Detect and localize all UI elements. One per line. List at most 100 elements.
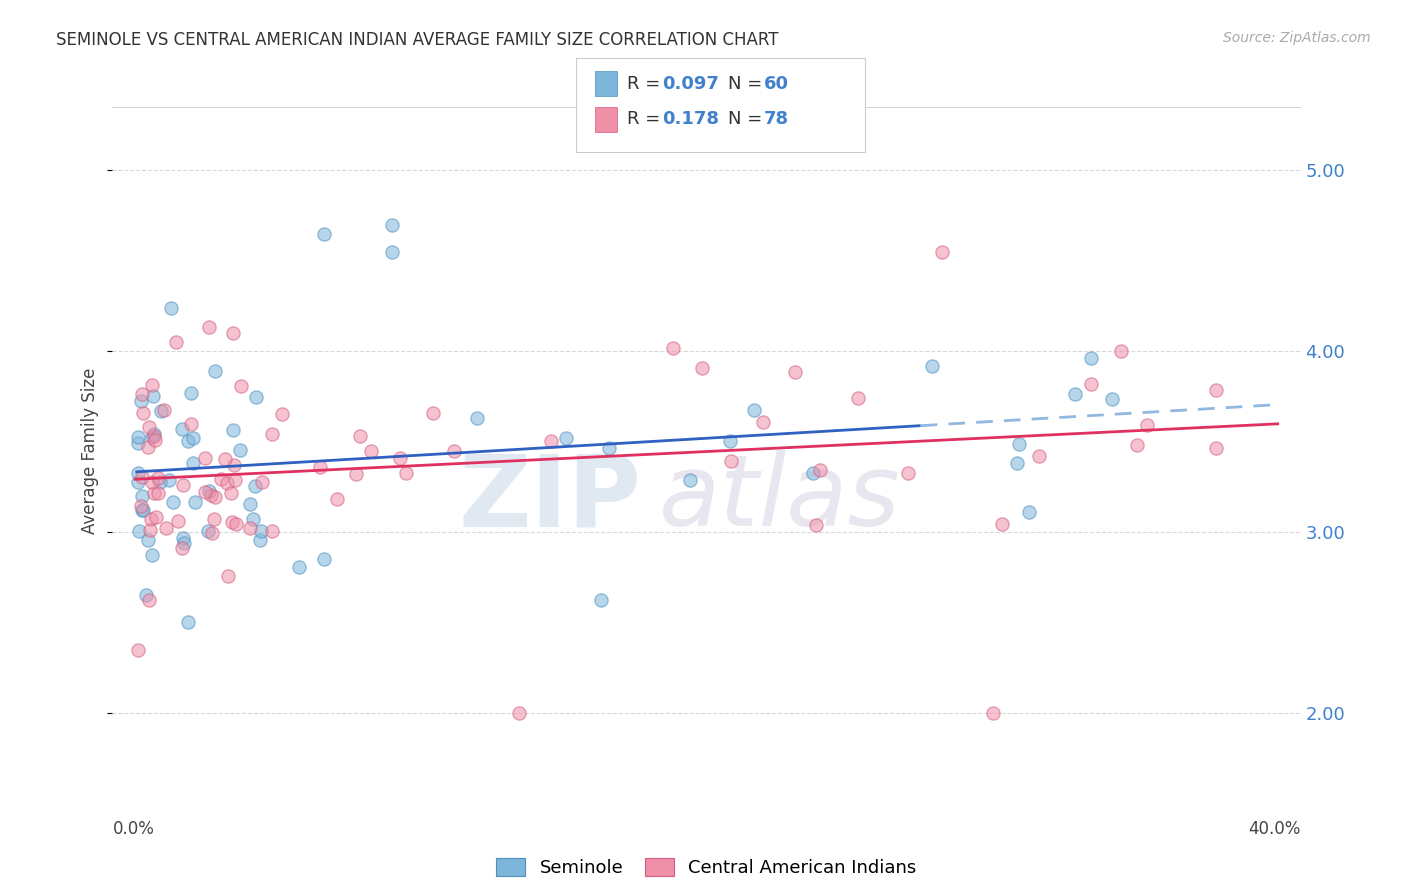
Point <box>718 434 741 448</box>
Point <box>231 378 253 392</box>
Point <box>177 615 200 630</box>
Point <box>224 473 246 487</box>
Point <box>1205 383 1227 397</box>
Point <box>221 516 243 530</box>
Point <box>131 503 153 517</box>
Point <box>690 360 713 375</box>
Text: 60: 60 <box>763 75 789 93</box>
Point <box>1063 387 1085 401</box>
Point <box>184 495 207 509</box>
Point <box>252 475 274 489</box>
Point <box>141 377 163 392</box>
Point <box>808 462 831 476</box>
Text: 0.178: 0.178 <box>662 111 720 128</box>
Text: 40.0%: 40.0% <box>1249 820 1301 838</box>
Point <box>1101 392 1123 406</box>
Point <box>129 499 152 513</box>
Point <box>326 491 349 506</box>
Point <box>138 523 160 537</box>
Point <box>131 503 153 517</box>
Point <box>1205 442 1227 456</box>
Point <box>222 423 245 437</box>
Point <box>239 521 262 535</box>
Point <box>239 498 262 512</box>
Point <box>271 407 294 421</box>
Text: N =: N = <box>728 75 768 93</box>
Point <box>921 359 943 374</box>
Point <box>141 475 163 489</box>
Point <box>172 478 194 492</box>
Point <box>131 490 153 504</box>
Point <box>204 490 226 504</box>
Point <box>422 406 444 420</box>
Point <box>381 218 404 232</box>
Point <box>142 388 165 402</box>
Point <box>181 431 204 445</box>
Point <box>139 512 162 526</box>
Point <box>260 427 283 442</box>
Point <box>897 466 920 480</box>
Point <box>783 365 806 379</box>
Point <box>180 417 202 431</box>
Point <box>157 473 180 487</box>
Point <box>221 326 243 340</box>
Point <box>221 486 243 500</box>
Point <box>287 560 309 574</box>
Text: 78: 78 <box>763 111 789 128</box>
Point <box>242 512 264 526</box>
Point <box>214 452 236 467</box>
Point <box>127 475 149 489</box>
Text: N =: N = <box>728 111 768 128</box>
Point <box>149 404 172 418</box>
Point <box>229 443 252 458</box>
Point <box>127 436 149 450</box>
Text: 0.097: 0.097 <box>662 75 718 93</box>
Point <box>181 456 204 470</box>
Point <box>145 433 167 447</box>
Text: atlas: atlas <box>659 450 901 547</box>
Point <box>598 441 620 455</box>
Point <box>245 390 267 404</box>
Point <box>388 450 411 465</box>
Point <box>127 466 149 480</box>
Point <box>131 470 153 484</box>
Point <box>173 536 195 550</box>
Point <box>131 405 153 419</box>
Point <box>555 431 578 445</box>
Point <box>155 521 177 535</box>
Point <box>200 488 222 502</box>
Point <box>983 706 1005 720</box>
Text: R =: R = <box>627 111 666 128</box>
Point <box>508 706 530 720</box>
Point <box>1008 437 1031 451</box>
Point <box>197 320 219 334</box>
Point <box>160 301 183 315</box>
Point <box>1111 344 1133 359</box>
Point <box>262 524 284 538</box>
Point <box>152 402 174 417</box>
Point <box>127 430 149 444</box>
Point <box>1080 351 1102 365</box>
Point <box>170 541 193 555</box>
Point <box>720 454 742 468</box>
Point <box>135 589 157 603</box>
Point <box>395 466 418 480</box>
Point <box>167 515 190 529</box>
Point <box>138 533 160 548</box>
Point <box>138 592 160 607</box>
Point <box>249 533 271 548</box>
Point <box>467 410 489 425</box>
Point <box>381 244 404 259</box>
Point <box>250 524 273 539</box>
Text: R =: R = <box>627 75 666 93</box>
Point <box>661 341 683 355</box>
Point <box>149 475 172 489</box>
Point <box>846 391 869 405</box>
Point <box>201 525 224 540</box>
Point <box>129 393 152 408</box>
Point <box>804 518 827 533</box>
Point <box>1126 438 1149 452</box>
Point <box>170 422 193 436</box>
Point <box>243 479 266 493</box>
Point <box>138 419 160 434</box>
